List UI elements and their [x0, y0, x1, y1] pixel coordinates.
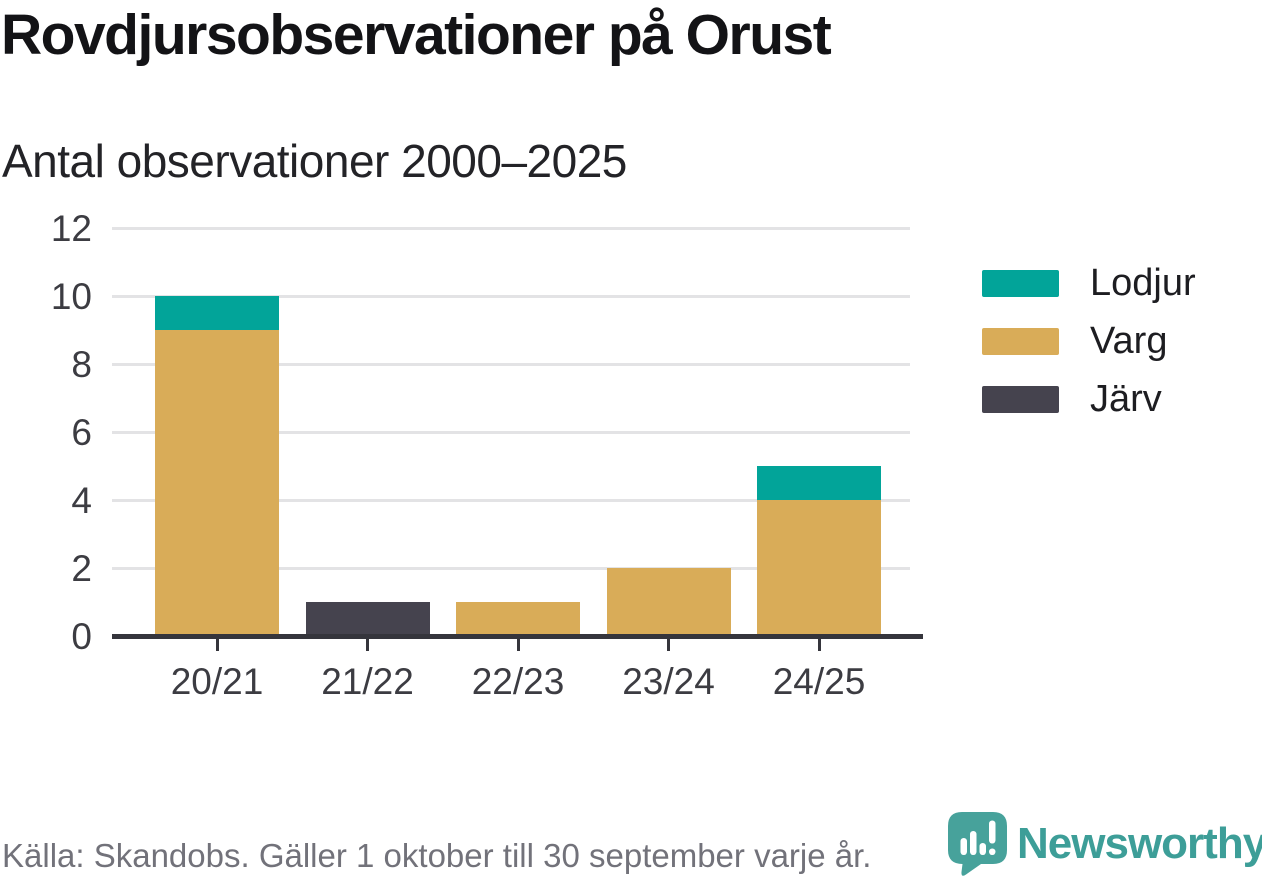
y-axis-tick-label: 2: [71, 548, 92, 589]
legend-swatch: [982, 327, 1059, 355]
legend-item-varg: Varg: [982, 322, 1196, 360]
y-axis-tick-label: 0: [71, 616, 92, 657]
x-axis-tick: [366, 639, 369, 651]
gridline: [112, 362, 910, 366]
source-note: Källa: Skandobs. Gäller 1 oktober till 3…: [2, 837, 872, 874]
x-axis-tick-label: 20/21: [170, 661, 264, 702]
y-axis-tick-label: 12: [50, 208, 92, 249]
x-axis-tick-label: 22/23: [471, 661, 565, 702]
gridline: [112, 294, 910, 298]
x-axis-tick: [215, 639, 219, 651]
legend-label: Varg: [1090, 320, 1168, 362]
y-axis-tick-label: 8: [71, 344, 92, 385]
bar-segment-lodjur: [155, 296, 279, 330]
chart-legend: Lodjur Varg Järv: [982, 264, 1196, 418]
y-axis-tick-label: 4: [71, 480, 92, 521]
x-axis-tick-label: 21/22: [321, 661, 414, 702]
legend-item-lodjur: Lodjur: [982, 264, 1196, 302]
bar-segment-varg: [606, 568, 731, 636]
y-axis-tick-label: 10: [50, 276, 92, 317]
bar-segment-jrv: [305, 602, 430, 636]
newsworthy-logo: Newsworthy: [948, 811, 1262, 877]
x-axis-tick: [667, 639, 670, 651]
newsworthy-logo-icon: [948, 812, 1007, 876]
x-axis-tick-label: 24/25: [772, 661, 866, 702]
gridline: [112, 498, 910, 502]
legend-swatch: [982, 385, 1059, 413]
x-axis-tick-label: 23/24: [622, 661, 715, 702]
bar-segment-varg: [155, 330, 279, 636]
gridline: [112, 566, 910, 570]
y-axis-tick-label: 6: [71, 412, 92, 453]
x-axis-tick: [817, 639, 821, 651]
x-axis-line: [112, 634, 923, 639]
legend-label: Lodjur: [1090, 262, 1196, 304]
bar-segment-varg: [757, 500, 881, 636]
gridline: [112, 430, 910, 434]
legend-item-jrv: Järv: [982, 380, 1196, 418]
chart-subtitle: Antal observationer 2000–2025: [2, 135, 627, 187]
bar-segment-lodjur: [757, 466, 881, 500]
x-axis-tick: [516, 639, 520, 651]
gridline: [112, 226, 910, 230]
legend-label: Järv: [1090, 378, 1162, 420]
newsworthy-wordmark: Newsworthy: [1017, 819, 1262, 868]
legend-swatch: [982, 269, 1059, 297]
chart-title: Rovdjursobservationer på Orust: [1, 3, 832, 67]
bar-segment-varg: [456, 602, 580, 636]
